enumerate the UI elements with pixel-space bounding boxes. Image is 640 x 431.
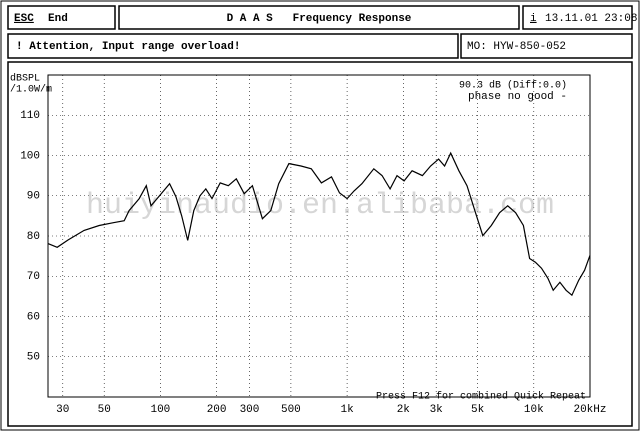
x-tick-label: 2k (397, 404, 411, 416)
y-tick-label: 50 (27, 352, 40, 364)
watermark: huiyinaudio.en.alibaba.com (86, 189, 554, 223)
x-tick-label: 500 (281, 404, 301, 416)
y-tick-label: 80 (27, 231, 40, 243)
x-tick-label: 20kHz (573, 404, 606, 416)
y-tick-label: 100 (20, 150, 40, 162)
title-box (118, 5, 520, 30)
info-icon[interactable]: i (530, 13, 537, 25)
date-box (522, 5, 633, 30)
model-label: MO: HYW-850-052 (467, 41, 566, 53)
x-tick-label: 30 (56, 404, 69, 416)
model-box (460, 33, 633, 59)
end-label[interactable]: End (48, 13, 68, 25)
warning-message: ! Attention, Input range overload! (16, 41, 240, 53)
x-tick-label: 3k (430, 404, 444, 416)
phase-annotation: phase no good - (468, 91, 567, 103)
y-axis-label: dBSPL (10, 73, 40, 85)
x-tick-label: 1k (340, 404, 354, 416)
y-axis-label: /1.0W/m (10, 84, 52, 96)
hint-annotation: Press F12 for combined Quick Repeat (376, 391, 586, 403)
level-annotation: 90.3 dB (Diff:0.0) (459, 80, 567, 92)
y-tick-label: 70 (27, 271, 40, 283)
esc-key[interactable]: ESC (14, 13, 34, 25)
x-tick-label: 100 (150, 404, 170, 416)
chart-frame (7, 61, 633, 427)
datetime: 13.11.01 23:08 (545, 13, 637, 25)
x-tick-label: 5k (471, 404, 485, 416)
y-tick-label: 110 (20, 110, 40, 122)
esc-button[interactable] (7, 5, 116, 30)
y-tick-label: 60 (27, 311, 40, 323)
message-box (7, 33, 459, 59)
x-tick-label: 50 (98, 404, 111, 416)
x-tick-label: 300 (240, 404, 260, 416)
x-tick-label: 10k (524, 404, 544, 416)
y-tick-label: 90 (27, 191, 40, 203)
response-curve (47, 151, 591, 297)
app-title: D A A S Frequency Response (227, 13, 412, 25)
x-tick-label: 200 (207, 404, 227, 416)
